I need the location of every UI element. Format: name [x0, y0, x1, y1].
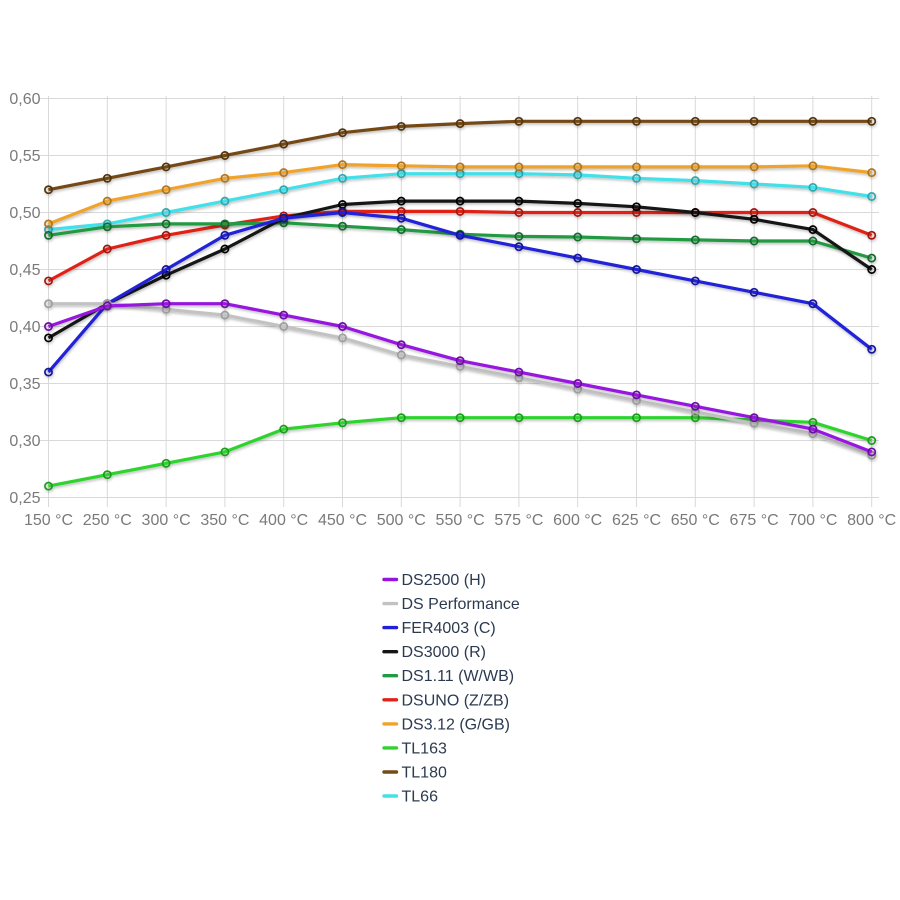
- svg-text:800 °C: 800 °C: [847, 512, 896, 529]
- svg-text:0,35: 0,35: [9, 376, 40, 393]
- svg-text:500 °C: 500 °C: [377, 512, 426, 529]
- svg-text:DS Performance: DS Performance: [402, 596, 520, 613]
- svg-text:TL180: TL180: [402, 765, 447, 782]
- svg-text:TL163: TL163: [402, 740, 447, 757]
- svg-text:DS3000 (R): DS3000 (R): [402, 644, 486, 661]
- svg-text:400 °C: 400 °C: [259, 512, 308, 529]
- svg-text:700 °C: 700 °C: [788, 512, 837, 529]
- svg-text:600 °C: 600 °C: [553, 512, 602, 529]
- svg-text:DS3.12 (G/GB): DS3.12 (G/GB): [402, 716, 510, 733]
- svg-text:FER4003 (C): FER4003 (C): [402, 620, 496, 637]
- svg-text:0,45: 0,45: [9, 262, 40, 279]
- svg-text:0,30: 0,30: [9, 433, 40, 450]
- svg-text:0,55: 0,55: [9, 148, 40, 165]
- svg-text:0,40: 0,40: [9, 319, 40, 336]
- svg-text:DS1.11 (W/WB): DS1.11 (W/WB): [402, 668, 515, 685]
- svg-text:0,25: 0,25: [9, 490, 40, 507]
- svg-text:0,60: 0,60: [9, 91, 40, 108]
- svg-text:TL66: TL66: [402, 789, 439, 806]
- svg-text:625 °C: 625 °C: [612, 512, 661, 529]
- svg-text:150 °C: 150 °C: [24, 512, 73, 529]
- svg-text:DS2500 (H): DS2500 (H): [402, 572, 486, 589]
- svg-text:650 °C: 650 °C: [671, 512, 720, 529]
- svg-text:0,50: 0,50: [9, 205, 40, 222]
- svg-text:550 °C: 550 °C: [436, 512, 485, 529]
- svg-text:DSUNO (Z/ZB): DSUNO (Z/ZB): [402, 692, 510, 709]
- svg-text:300 °C: 300 °C: [142, 512, 191, 529]
- svg-text:350 °C: 350 °C: [200, 512, 249, 529]
- svg-text:250 °C: 250 °C: [83, 512, 132, 529]
- svg-text:675 °C: 675 °C: [730, 512, 779, 529]
- svg-text:450 °C: 450 °C: [318, 512, 367, 529]
- svg-text:575 °C: 575 °C: [494, 512, 543, 529]
